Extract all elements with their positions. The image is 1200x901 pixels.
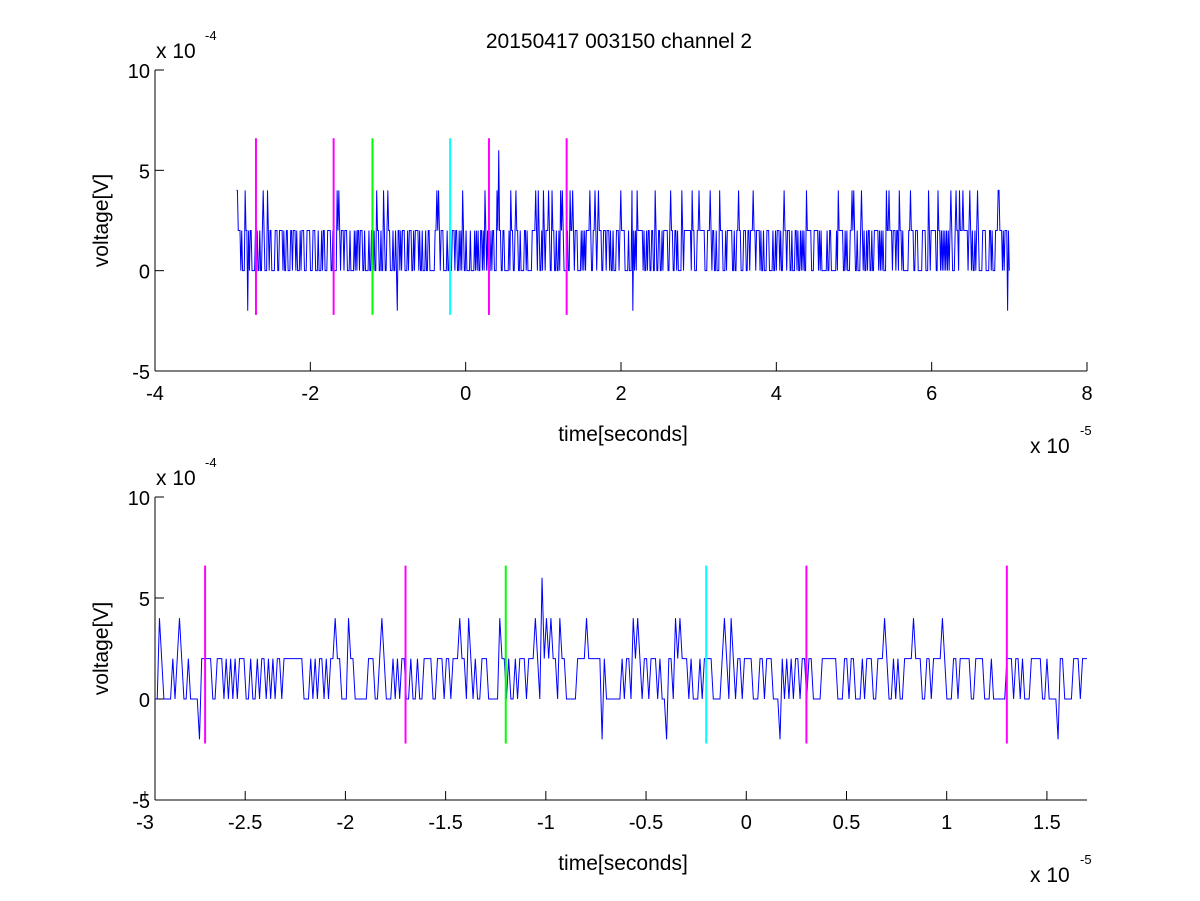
top-chart: -4 -2 0 2 4 6 8 -5 0 5 10 time[seconds] voltage[V] x … <box>90 28 1093 458</box>
figure-title: 20150417 003150 channel 2 <box>486 30 752 53</box>
x-tick-label: 4 <box>771 383 782 405</box>
y-axis-label: voltage[V] <box>90 174 113 267</box>
x-tick-label: 8 <box>1081 383 1092 405</box>
y-tick-label: 0 <box>139 262 150 284</box>
x-tick-label: -0.5 <box>629 812 663 834</box>
x-multiplier: x 10 <box>1030 435 1070 458</box>
x-tick-label: -4 <box>146 383 164 405</box>
y-tick-label: 10 <box>128 61 150 83</box>
x-tick-label: -2 <box>337 812 355 834</box>
y-tick-label: 10 <box>128 488 150 510</box>
x-tick-label: 6 <box>926 383 937 405</box>
x-tick-label: 0 <box>741 812 752 834</box>
y-multiplier: x 10 <box>156 40 196 63</box>
x-multiplier: x 10 <box>1030 864 1070 887</box>
x-tick-label: 1.5 <box>1033 812 1061 834</box>
x-tick-label: -3 <box>136 812 154 834</box>
y-tick-label: 5 <box>139 589 150 611</box>
x-tick-label: -2.5 <box>228 812 262 834</box>
voltage-trace <box>155 577 1087 740</box>
x-tick-label: -2 <box>301 383 319 405</box>
y-tick-label: 0 <box>139 690 150 712</box>
x-tick-label: -1.5 <box>428 812 462 834</box>
x-tick-label: 2 <box>615 383 626 405</box>
x-tick-label: 1 <box>941 812 952 834</box>
x-multiplier-exponent: -5 <box>1080 852 1092 867</box>
y-tick-label: 5 <box>139 161 150 183</box>
y-tick-label: -5 <box>132 791 150 813</box>
x-axis-label: time[seconds] <box>558 852 688 875</box>
voltage-trace <box>236 150 1010 311</box>
x-tick-label: -1 <box>537 812 555 834</box>
bottom-chart: -3 -2.5 -2 -1.5 -1 -0.5 0 0.5 1 1.5 -5 0 5 10 time[sec… <box>90 455 1092 887</box>
y-tick-label: -5 <box>132 362 150 384</box>
y-multiplier: x 10 <box>156 467 196 490</box>
y-axis-label: voltage[V] <box>90 602 113 695</box>
y-multiplier-exponent: -4 <box>205 28 217 43</box>
y-multiplier-exponent: -4 <box>205 455 217 470</box>
x-axis-label: time[seconds] <box>558 423 688 446</box>
x-tick-label: 0.5 <box>833 812 861 834</box>
x-multiplier-exponent: -5 <box>1080 423 1092 438</box>
x-tick-label: 0 <box>460 383 471 405</box>
